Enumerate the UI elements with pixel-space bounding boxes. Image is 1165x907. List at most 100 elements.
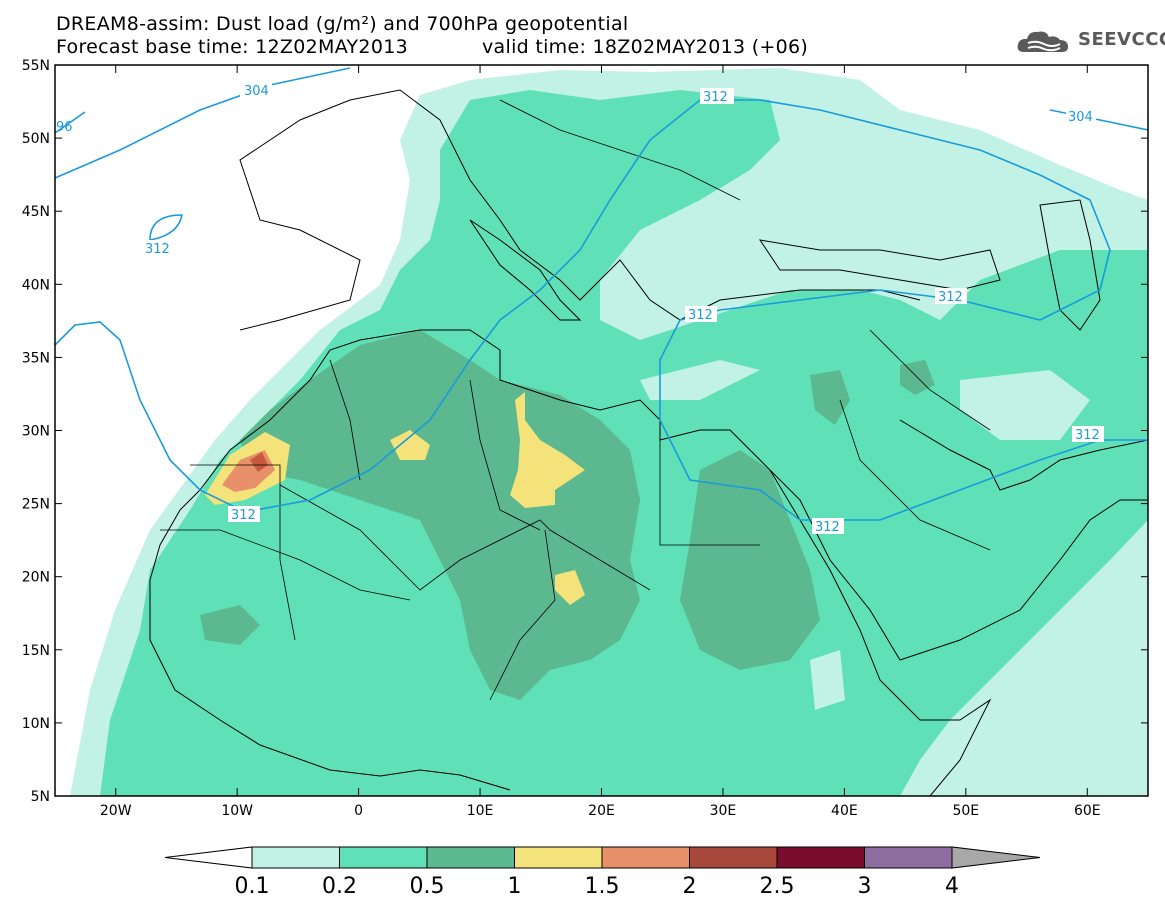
lat-label: 20N [22,570,50,586]
border-7 [329,359,361,481]
coastlines [149,89,1148,796]
lon-label: 40E [831,803,858,819]
lat-label: 50N [22,131,50,147]
dust-area-1-0-b [390,430,430,460]
contour-96 [55,111,86,134]
colorbar-label: 1 [508,874,522,899]
lat-label: 10N [22,716,50,732]
contour-label: 312 [700,88,734,105]
dust-hole-2 [640,360,760,400]
contour-label-text: 304 [244,84,269,99]
dust-area-1-0-d [555,570,585,605]
country-borders [160,99,991,701]
contour-304 [55,67,351,179]
contour-label-text: 312 [145,242,170,257]
contour-label: 312 [228,506,260,523]
colorbar-swatch [339,846,428,869]
colorbar-swatch [514,846,603,869]
dust-area-1-0-c [510,392,585,508]
dust-area-2-0 [250,452,268,472]
coastline-black-sea [758,239,1001,291]
colorbar-label: 2.5 [760,874,795,899]
colorbar-swatch [776,846,865,869]
colorbar-swatch [864,846,953,869]
contour-label-text: 312 [1075,428,1100,443]
contour-label-text: 312 [703,90,728,105]
longitude-axis: 20W 10W 0 10E 20E 30E 40E 50E 60E [100,65,1101,819]
lon-label: 10W [221,803,253,819]
border-5 [489,529,556,701]
coastline-arabia [769,469,1148,661]
contour-label-text: 312 [231,508,256,523]
coastline-gulf [899,419,1148,491]
colorbar-label: 1.5 [585,874,620,899]
coastline-gulf-guinea [149,580,511,791]
contour-312-small [149,214,183,241]
border-9 [869,329,991,431]
colorbar-swatch [689,846,778,869]
contour-label-text: 312 [815,520,840,535]
lon-label: 60E [1074,803,1101,819]
border-4 [659,400,760,546]
border-2 [279,484,651,591]
dust-area-0-5 [240,330,640,700]
logo-text: SEEVCCC [1078,29,1165,50]
contour-label: 312 [1072,426,1104,443]
colorbar-label: 4 [945,874,959,899]
lat-label: 55N [22,58,50,74]
border-1 [190,464,296,641]
dust-area-0-5-arabia [810,370,850,425]
lon-label: 50E [952,803,979,819]
colorbar-low-arrow [164,846,253,869]
contour-label: 312 [812,518,844,535]
lat-label: 45N [22,204,50,220]
colorbar-label: 3 [858,874,872,899]
colorbar-label: 2 [683,874,697,899]
seevccc-logo: SEEVCCC [1016,26,1165,56]
border-8 [160,529,411,601]
cloud-icon [1017,31,1068,52]
contour-label-text: 312 [938,290,963,305]
lon-label: 10E [467,803,494,819]
contour-label: 304 [240,82,272,99]
contour-label: 312 [143,240,173,257]
contour-labels: 304 96 312 312 304 312 312 312 312 312 [56,82,1104,535]
colorbar-swatch [251,846,340,869]
coastline-africa [149,329,992,796]
latitude-axis: 55N 50N 45N 40N 35N 30N 25N 20N 15N 10N 5N [22,58,1148,805]
border-3 [469,379,541,531]
valid-time: valid time: 18Z02MAY2013 (+06) [482,36,809,58]
lat-label: 15N [22,643,50,659]
contour-label-text: 96 [56,120,73,135]
contour-label: 312 [685,306,717,323]
colorbar-swatch [601,846,690,869]
lon-label: 30E [710,803,737,819]
lat-label: 35N [22,350,50,366]
colorbar-label: 0.1 [235,874,270,899]
lon-label: 20E [588,803,615,819]
coastline-italy [469,219,582,321]
contour-label-text: 312 [688,308,713,323]
border-10 [499,99,741,201]
lat-label: 30N [22,424,50,440]
colorbar-label: 0.2 [322,874,357,899]
colorbar-swatch [426,846,515,869]
lat-label: 5N [31,789,50,805]
dust-area-0-5-east [680,450,820,670]
dust-hole-1 [960,370,1090,440]
dust-area-0-2 [100,90,1148,796]
dust-hole-3 [810,650,845,710]
lon-label: 0 [354,803,363,819]
forecast-base-time: Forecast base time: 12Z02MAY2013 [56,36,408,58]
dust-area-0-5-west [200,605,260,645]
map-title: DREAM8-assim: Dust load (g/m²) and 700hP… [56,13,629,35]
contour-label: 304 [1066,108,1096,125]
coastline-caspian [1039,199,1101,331]
contour-label: 312 [935,288,967,305]
colorbar-high-arrow [951,846,1041,869]
border-6 [839,399,991,551]
lon-label: 20W [100,803,132,819]
contour-label-text: 304 [1068,110,1093,125]
colorbar: 0.1 0.2 0.5 1 1.5 2 2.5 3 4 [164,846,1041,899]
